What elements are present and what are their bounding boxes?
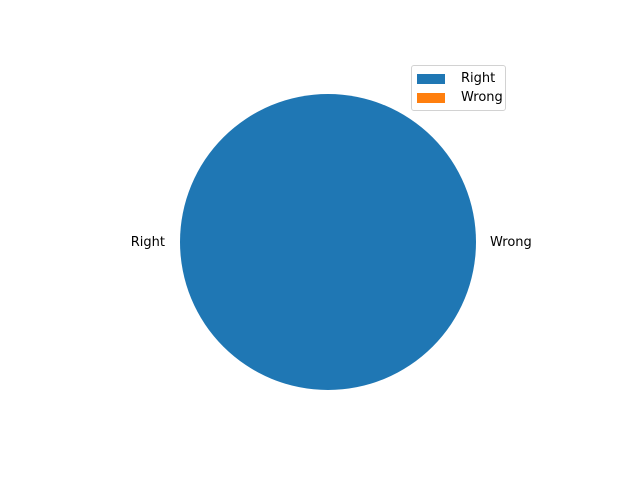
legend-label-right: Right <box>461 71 496 86</box>
pie-slices <box>180 94 476 390</box>
legend-swatch-right <box>417 73 445 84</box>
legend-item-wrong: Wrong <box>417 88 505 107</box>
legend-swatch-wrong <box>417 92 445 103</box>
slice-label-wrong: Wrong <box>490 235 532 250</box>
legend-label-wrong: Wrong <box>461 90 503 105</box>
pie-slice-right <box>180 94 476 390</box>
slice-label-right: Right <box>131 235 165 250</box>
legend-item-right: Right <box>417 69 505 88</box>
legend: Right Wrong <box>411 65 506 111</box>
